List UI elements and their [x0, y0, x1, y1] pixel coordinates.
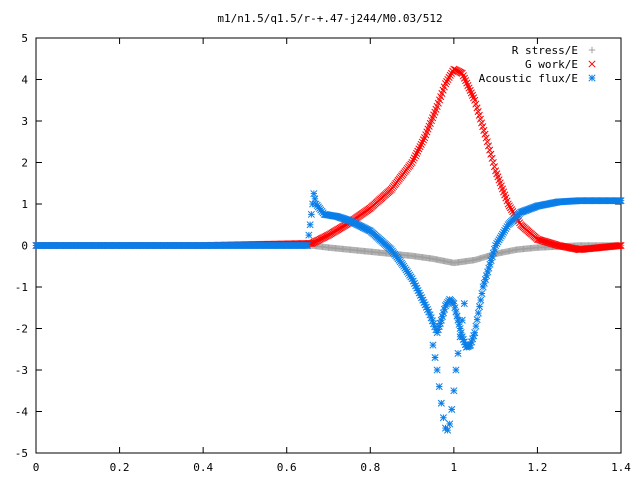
- point-series-1: [505, 202, 513, 210]
- point-series-3: [452, 366, 460, 374]
- point-series-1: [504, 200, 512, 208]
- point-series-1: [487, 150, 495, 158]
- point-series-1: [484, 142, 493, 150]
- point-series-1: [616, 242, 624, 250]
- point-series-3: [454, 349, 462, 357]
- point-series-3: [433, 366, 441, 374]
- point-series-2: [472, 322, 480, 330]
- y-tick-label: -1: [15, 281, 28, 294]
- point-series-2: [471, 329, 479, 337]
- point-series-2: [473, 316, 481, 324]
- series-marks: [32, 65, 625, 434]
- point-series-1: [408, 158, 416, 167]
- point-series-3: [456, 333, 464, 341]
- point-series-2: [457, 329, 465, 337]
- y-tick-label: 4: [21, 74, 28, 87]
- point-series-3: [429, 341, 437, 349]
- legend-marker: [588, 74, 596, 82]
- point-series-1: [483, 138, 491, 146]
- point-series-3: [431, 353, 439, 362]
- point-series-1: [615, 242, 623, 250]
- point-series-3: [460, 300, 468, 308]
- point-series-2: [617, 197, 625, 205]
- y-tick-label: 2: [21, 157, 28, 170]
- point-series-3: [450, 387, 458, 395]
- point-series-2: [453, 312, 461, 320]
- point-series-2: [304, 241, 312, 250]
- x-tick-label: 1.4: [611, 461, 631, 474]
- x-tick-label: 0.6: [277, 461, 297, 474]
- x-tick-label: 1: [451, 461, 458, 474]
- point-series-1: [444, 75, 452, 84]
- y-tick-label: -5: [15, 447, 28, 460]
- point-series-2: [307, 210, 315, 218]
- legend-marker: [588, 46, 596, 54]
- point-series-1: [409, 156, 417, 164]
- point-series-1: [489, 158, 497, 167]
- point-series-2: [452, 308, 460, 316]
- point-series-3: [437, 399, 445, 407]
- axis-ticks: 0 0.2 0.4 0.6 0.8 1 1.2 1.4 5 4 3 2 1 0 -1 -2 -3 -4 -5: [15, 32, 632, 474]
- y-tick-label: 1: [21, 198, 28, 211]
- point-series-3: [448, 405, 456, 413]
- legend-label: R stress/E: [512, 44, 578, 57]
- point-series-3: [446, 420, 454, 428]
- point-series-1: [446, 71, 454, 79]
- point-series-1: [416, 143, 424, 151]
- point-series-3: [435, 383, 443, 391]
- point-series-1: [418, 138, 426, 146]
- point-series-1: [415, 145, 423, 153]
- point-series-1: [417, 140, 425, 148]
- x-tick-label: 0: [33, 461, 40, 474]
- point-series-1: [441, 80, 450, 88]
- chart-title: m1/n1.5/q1.5/r-+.47-j244/M0.03/512: [217, 12, 442, 25]
- point-series-1: [506, 204, 515, 212]
- legend-label: G work/E: [525, 58, 578, 71]
- point-series-1: [486, 146, 494, 154]
- x-tick-label: 1.2: [527, 461, 547, 474]
- point-series-1: [443, 78, 451, 86]
- point-series-2: [451, 304, 459, 312]
- x-tick-label: 0.8: [360, 461, 380, 474]
- y-tick-label: -4: [15, 406, 29, 419]
- point-series-3: [458, 316, 466, 324]
- point-series-2: [475, 303, 484, 311]
- point-series-1: [419, 136, 428, 144]
- legend-label: Acoustic flux/E: [479, 72, 578, 85]
- point-series-2: [477, 296, 485, 304]
- y-tick-label: -2: [15, 323, 28, 336]
- y-tick-label: 3: [21, 115, 28, 128]
- point-series-2: [455, 320, 463, 328]
- point-series-1: [445, 73, 453, 81]
- point-series-2: [450, 300, 458, 308]
- point-series-1: [414, 147, 422, 155]
- point-series-1: [508, 206, 516, 214]
- point-series-1: [617, 241, 625, 250]
- y-tick-label: 0: [21, 240, 28, 253]
- legend-marker: [588, 60, 596, 68]
- point-series-1: [410, 154, 418, 162]
- point-series-2: [305, 231, 313, 239]
- point-series-2: [306, 221, 314, 229]
- point-series-1: [488, 154, 496, 162]
- y-tick-label: -3: [15, 364, 28, 377]
- x-tick-label: 0.4: [193, 461, 213, 474]
- point-series-3: [444, 426, 452, 434]
- point-series-2: [456, 324, 464, 333]
- y-tick-label: 5: [21, 32, 28, 45]
- point-series-3: [439, 414, 447, 422]
- point-series-1: [413, 149, 421, 157]
- x-tick-label: 0.2: [110, 461, 130, 474]
- point-series-2: [474, 309, 482, 317]
- point-series-1: [490, 163, 499, 171]
- point-series-1: [411, 152, 420, 160]
- point-series-2: [478, 289, 486, 298]
